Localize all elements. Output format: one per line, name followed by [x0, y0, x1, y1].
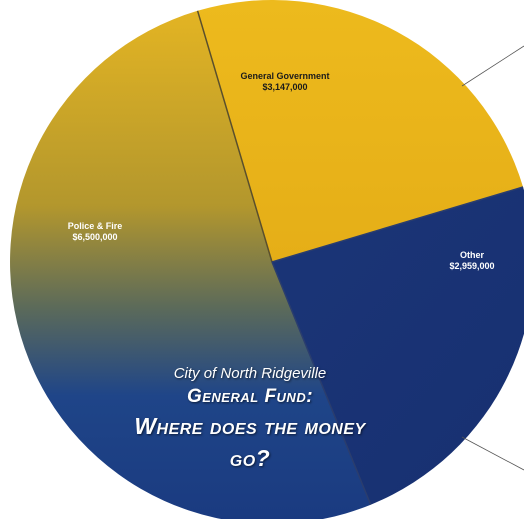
pie-slice-police-fire — [10, 10, 371, 519]
slice-value-general-government: $3,147,000 — [262, 82, 307, 92]
chart-title: City of North Ridgeville General Fund: W… — [120, 364, 380, 474]
pie-slice-other — [272, 187, 524, 505]
slice-value-police-fire: $6,500,000 — [72, 232, 117, 242]
pie-dividers — [196, 10, 524, 505]
slice-labels: General Government$3,147,000 Other$2,959,… — [68, 71, 495, 271]
slice-label-police-fire: Police & Fire — [68, 221, 123, 231]
slice-value-other: $2,959,000 — [449, 261, 494, 271]
pie-slices — [10, 0, 524, 519]
slice-divider — [271, 186, 524, 263]
pie-slice-general-government — [197, 0, 524, 262]
slice-divider — [196, 10, 273, 263]
leader-line — [461, 45, 524, 87]
chart-title-line-3: Where does the money go? — [120, 410, 380, 474]
chart-title-line-1: City of North Ridgeville — [173, 365, 327, 382]
slice-label-other: Other — [460, 250, 485, 260]
chart-title-line-2: General Fund: — [186, 386, 314, 407]
leader-lines — [461, 45, 524, 471]
slice-label-general-government: General Government — [240, 71, 329, 81]
chart-title-line-3-text: Where does the money go? — [134, 413, 366, 471]
slice-divider — [271, 261, 372, 505]
leader-line — [461, 436, 524, 471]
